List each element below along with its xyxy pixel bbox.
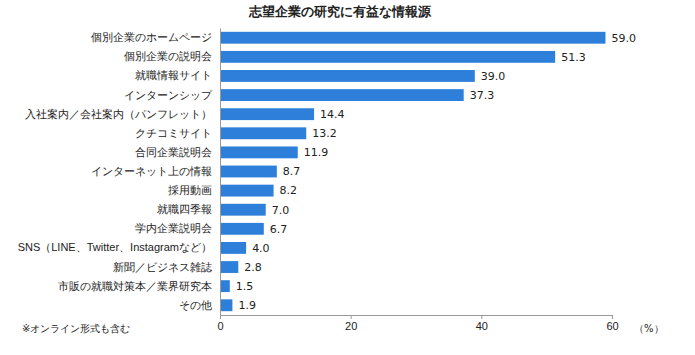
data-label: 39.0: [481, 70, 506, 83]
y-tick: 合同企業説明会: [135, 146, 220, 158]
bar: [220, 89, 464, 101]
y-tick: 市販の就職対策本／業界研究本: [58, 280, 220, 292]
x-tick-label: 60: [606, 320, 618, 332]
y-tick-label: その他: [179, 299, 212, 311]
x-tick-mark: [481, 315, 482, 319]
bar: [220, 299, 232, 311]
x-tick-mark: [220, 315, 221, 319]
x-axis: 0 20 40 60: [217, 315, 618, 332]
x-tick-label: 20: [345, 320, 357, 332]
data-label: 37.3: [470, 89, 495, 102]
bar: [220, 51, 555, 63]
y-tick-label: インターネット上の情報: [91, 165, 212, 177]
y-tick: 個別企業のホームページ: [91, 31, 220, 43]
y-tick: 個別企業の説明会: [124, 50, 220, 62]
bar: [220, 204, 266, 216]
y-tick-label: クチコミサイト: [135, 127, 212, 139]
bar: [220, 242, 246, 254]
y-tick: インターンシップ: [124, 89, 220, 101]
bar: [220, 108, 314, 120]
y-tick-label: 個別企業の説明会: [124, 50, 212, 62]
y-tick-label: 個別企業のホームページ: [91, 31, 212, 43]
y-tick: 採用動画: [168, 184, 220, 196]
y-tick: 入社案内／会社案内（パンフレット）: [25, 108, 220, 120]
bar: [220, 32, 605, 44]
x-tick: 20: [345, 315, 357, 332]
x-tick: 60: [606, 315, 618, 332]
title: 志望企業の研究に有益な情報源: [248, 4, 432, 19]
y-axis-line: [220, 29, 221, 316]
data-label: 1.5: [236, 280, 254, 293]
y-tick: SNS（LINE、Twitter、Instagramなど）: [18, 241, 220, 253]
x-tick-label: 40: [476, 320, 488, 332]
data-label: 14.4: [320, 108, 345, 121]
y-axis: 個別企業のホームページ個別企業の説明会就職情報サイトインターンシップ入社案内／会…: [18, 29, 221, 316]
x-tick: 0: [217, 315, 223, 332]
y-tick-label: SNS（LINE、Twitter、Instagramなど）: [18, 241, 212, 253]
data-label: 51.3: [561, 51, 586, 64]
y-tick-label: 新聞／ビジネス雑誌: [113, 261, 212, 273]
bar: [220, 146, 298, 158]
x-tick-mark: [612, 315, 613, 319]
data-label: 11.9: [304, 146, 329, 159]
data-label: 8.2: [280, 184, 298, 197]
x-tick-mark: [351, 315, 352, 319]
x-axis-line: [221, 316, 613, 320]
bar: [220, 261, 238, 273]
data-label: 4.0: [252, 242, 270, 255]
y-tick-label: 入社案内／会社案内（パンフレット）: [25, 108, 212, 120]
chart: 志望企業の研究に有益な情報源 59.0 51.3 39.0 37.3 14.4 13.2 11…: [0, 0, 695, 355]
y-tick: クチコミサイト: [135, 127, 220, 139]
data-label: 2.8: [244, 261, 262, 274]
y-tick-label: 就職四季報: [157, 203, 212, 215]
x-tick-label: 0: [217, 320, 223, 332]
y-tick-label: 市販の就職対策本／業界研究本: [58, 280, 212, 292]
bar: [220, 166, 277, 178]
x-tick: 40: [476, 315, 488, 332]
bar: [220, 185, 274, 197]
y-tick-label: 学内企業説明会: [135, 222, 212, 234]
y-tick: 就職情報サイト: [135, 69, 220, 81]
bar: [220, 70, 475, 82]
y-tick: 学内企業説明会: [135, 222, 220, 234]
y-tick: その他: [179, 299, 220, 311]
data-label: 1.9: [238, 299, 256, 312]
y-tick-label: 採用動画: [168, 184, 212, 196]
data-label: 13.2: [312, 127, 337, 140]
data-label: 59.0: [611, 32, 636, 45]
bar: [220, 127, 306, 139]
y-tick-label: インターンシップ: [124, 89, 213, 101]
y-tick-label: 合同企業説明会: [135, 146, 212, 158]
x-axis-title: （%）: [634, 323, 664, 334]
y-tick: 就職四季報: [157, 203, 220, 215]
y-tick-label: 就職情報サイト: [135, 69, 212, 81]
data-label: 7.0: [272, 204, 290, 217]
bar: [220, 280, 230, 292]
bar: [220, 223, 264, 235]
data-label: 6.7: [270, 223, 288, 236]
data-label: 8.7: [283, 165, 301, 178]
y-tick: 新聞／ビジネス雑誌: [113, 261, 220, 273]
bars: [220, 32, 605, 311]
annotation: ※オンライン形式も含む: [22, 323, 130, 334]
y-tick: インターネット上の情報: [91, 165, 220, 177]
